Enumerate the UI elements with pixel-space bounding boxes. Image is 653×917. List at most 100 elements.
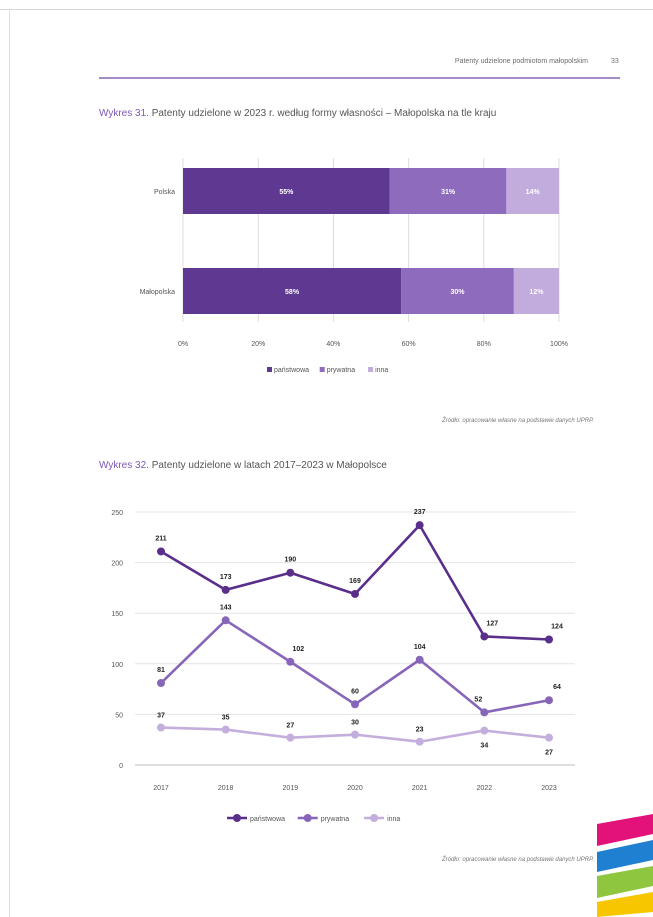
data-label: 211 — [155, 535, 166, 542]
bar-data-label: 14% — [526, 189, 541, 196]
data-label: 237 — [414, 509, 426, 516]
legend-marker-inna — [370, 814, 379, 822]
y-tick-label: 250 — [111, 510, 123, 517]
y-tick-label: 100 — [111, 662, 123, 669]
data-label: 35 — [222, 715, 230, 722]
page-top-border — [0, 9, 653, 10]
x-tick-label: 2017 — [153, 785, 169, 792]
bar-data-label: 55% — [279, 189, 294, 196]
legend-swatch-panstwowa — [267, 367, 272, 372]
bar-segment-malopolska-inna — [513, 268, 559, 314]
data-point-inna — [351, 730, 359, 739]
bar-data-label: 12% — [529, 289, 544, 296]
data-point-panstwowa — [221, 585, 230, 594]
x-tick-label: 2018 — [218, 785, 234, 792]
data-label: 52 — [474, 696, 482, 703]
y-tick-label: 0 — [119, 763, 123, 770]
data-point-inna — [286, 733, 295, 742]
data-label: 169 — [349, 578, 361, 585]
bar-data-label: 31% — [441, 189, 456, 196]
x-tick-label: 20% — [251, 341, 265, 348]
page-number: 33 — [611, 58, 619, 65]
x-tick-label: 2020 — [347, 785, 363, 792]
chart-32-caption-text: Patenty udzielone w latach 2017–2023 w M… — [151, 460, 387, 471]
data-label: 34 — [480, 743, 488, 750]
legend-swatch-prywatna — [319, 367, 325, 372]
legend-label-panstwowa: państwowa — [250, 816, 285, 823]
data-point-panstwowa — [415, 521, 424, 530]
data-label: 23 — [416, 727, 424, 734]
x-tick-label: 40% — [326, 341, 340, 348]
data-point-inna — [480, 726, 489, 735]
x-tick-label: 80% — [477, 341, 491, 348]
data-point-panstwowa — [545, 635, 553, 644]
bar-segment-polska-inna — [506, 168, 559, 214]
chart-31-caption-text: Patenty udzielone w 2023 r. według formy… — [151, 108, 497, 119]
data-point-prywatna — [351, 700, 359, 709]
data-label: 60 — [351, 688, 359, 695]
x-tick-label: 100% — [550, 341, 568, 348]
x-tick-label: 2019 — [283, 785, 299, 792]
legend-marker-panstwowa — [233, 814, 241, 822]
bar-segment-malopolska-panstwowa — [183, 268, 402, 314]
x-tick-label: 0% — [178, 341, 188, 348]
data-label: 27 — [545, 750, 553, 757]
chart-32-line: 0 50 100 150 200 250 2017 2018 2019 2020 2021 2022 2… — [111, 509, 575, 823]
category-label-polska: Polska — [154, 189, 175, 196]
x-tick-label: 2022 — [477, 785, 493, 792]
bar-data-label: 30% — [450, 289, 465, 296]
data-label: 27 — [286, 723, 294, 730]
series-line-prywatna — [160, 618, 550, 714]
legend-marker-prywatna — [303, 814, 312, 822]
chart-32-source: Źródło: opracowanie własne na podstawie … — [442, 857, 594, 863]
brand-stripes-decoration — [597, 814, 653, 917]
data-point-panstwowa — [480, 632, 489, 641]
chart-31-stacked-bar: 0% 20% 40% 60% 80% 100% Polska 55% 31% 14% Małopol… — [140, 158, 568, 374]
y-tick-label: 200 — [111, 561, 123, 568]
data-point-panstwowa — [286, 568, 295, 577]
data-label: 64 — [553, 684, 561, 691]
chart-31-caption: Wykres 31. Patenty udzielone w 2023 r. w… — [99, 107, 589, 121]
data-label: 143 — [220, 604, 232, 611]
data-point-inna — [221, 725, 230, 734]
legend-label-inna: inna — [375, 367, 388, 374]
data-label: 127 — [486, 620, 498, 627]
y-tick-label: 50 — [115, 712, 123, 719]
y-tick-label: 150 — [111, 611, 123, 618]
legend-label-inna: inna — [387, 816, 400, 823]
category-label-malopolska: Małopolska — [140, 289, 176, 296]
data-label: 81 — [157, 667, 165, 674]
data-label: 190 — [284, 557, 296, 564]
chart-31-source: Źródło: opracowanie własne na podstawie … — [442, 418, 594, 424]
chart-32-caption: Wykres 32. Patenty udzielone w latach 20… — [99, 459, 589, 473]
legend-label-panstwowa: państwowa — [274, 367, 309, 374]
data-label: 173 — [220, 574, 232, 581]
data-point-prywatna — [545, 696, 553, 705]
data-point-panstwowa — [351, 589, 359, 598]
chart-32-caption-label: Wykres 32. — [99, 460, 149, 471]
running-header-title: Patenty udzielone podmiotom małopolskim — [454, 58, 588, 65]
data-point-inna — [415, 737, 424, 746]
data-point-inna — [157, 723, 165, 732]
data-point-prywatna — [221, 616, 230, 625]
header-divider — [99, 77, 620, 79]
legend-swatch-inna — [368, 367, 374, 372]
x-tick-label: 2023 — [541, 785, 557, 792]
bar-segment-malopolska-prywatna — [401, 268, 514, 314]
bar-segment-polska-prywatna — [389, 168, 507, 214]
legend-label-prywatna: prywatna — [327, 367, 356, 374]
bar-segment-polska-panstwowa — [183, 168, 390, 214]
data-point-inna — [545, 733, 553, 742]
data-point-prywatna — [415, 655, 424, 664]
data-point-prywatna — [480, 708, 489, 717]
data-label: 124 — [551, 624, 563, 631]
chart-31-caption-label: Wykres 31. — [99, 108, 149, 119]
page-left-border — [9, 9, 10, 917]
legend-label-prywatna: prywatna — [321, 816, 350, 823]
data-label: 30 — [351, 720, 359, 727]
bar-data-label: 58% — [285, 289, 300, 296]
data-label: 37 — [157, 713, 165, 720]
x-tick-label: 60% — [402, 341, 416, 348]
